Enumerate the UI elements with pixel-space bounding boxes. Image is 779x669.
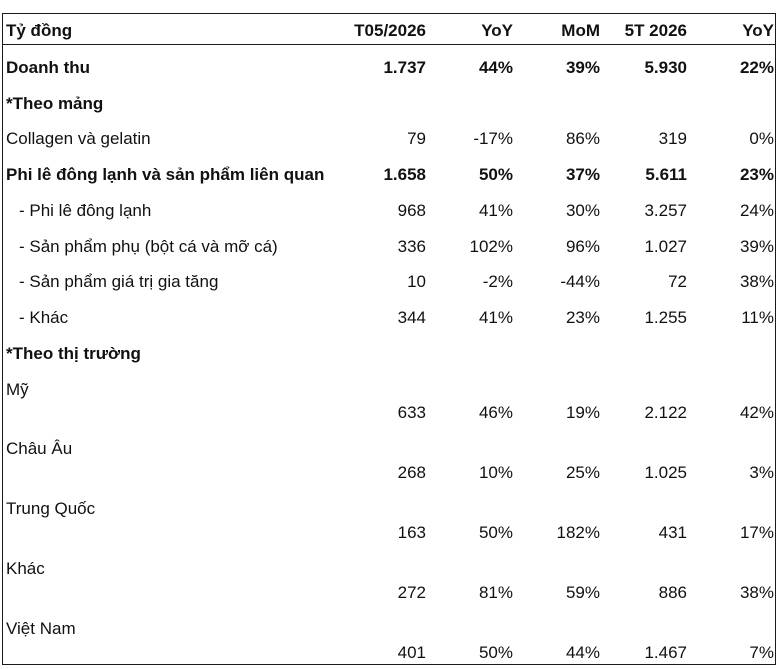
cell-vietnam-yoy-ytd: 7% — [749, 643, 774, 662]
cell-value-added-yoy-ytd: 38% — [739, 272, 774, 291]
cell-revenue-mom: 39% — [565, 58, 600, 77]
row-label-china: Trung Quốc — [6, 499, 96, 518]
cell-frozen-fillet-yoy: 41% — [478, 201, 513, 220]
cell-other-market-yoy-ytd: 38% — [739, 583, 774, 602]
cell-byproducts-t05: 336 — [397, 237, 426, 256]
cell-vietnam-mom: 44% — [565, 643, 600, 662]
cell-fillet-group-yoy: 50% — [478, 165, 513, 184]
cell-other-market-5t: 886 — [658, 583, 687, 602]
header-unit: Tỷ đồng — [6, 21, 73, 40]
cell-frozen-fillet-mom: 30% — [565, 201, 600, 220]
cell-frozen-fillet-t05: 968 — [397, 201, 426, 220]
table-frame — [2, 13, 776, 665]
section-by-market: *Theo thị trường — [6, 344, 141, 363]
cell-europe-yoy-ytd: 3% — [749, 463, 774, 482]
cell-value-added-t05: 10 — [407, 272, 426, 291]
header-5t-2026: 5T 2026 — [624, 21, 687, 40]
cell-value-added-yoy: -2% — [482, 272, 513, 291]
cell-revenue-yoy-ytd: 22% — [739, 58, 774, 77]
cell-collagen-yoy: -17% — [473, 129, 513, 148]
cell-fillet-group-yoy-ytd: 23% — [739, 165, 774, 184]
cell-byproducts-yoy-ytd: 39% — [739, 237, 774, 256]
cell-other-segment-t05: 344 — [397, 308, 426, 327]
cell-usa-yoy-ytd: 42% — [739, 403, 774, 422]
row-label-vietnam: Việt Nam — [6, 619, 76, 638]
cell-fillet-group-5t: 5.611 — [645, 165, 687, 184]
row-label-other-market: Khác — [6, 559, 45, 578]
cell-china-5t: 431 — [658, 523, 687, 542]
cell-china-yoy-ytd: 17% — [739, 523, 774, 542]
cell-collagen-t05: 79 — [407, 129, 426, 148]
cell-other-segment-yoy-ytd: 11% — [741, 308, 774, 327]
header-yoy-ytd: YoY — [742, 21, 774, 40]
cell-other-market-yoy: 81% — [478, 583, 513, 602]
cell-byproducts-mom: 96% — [565, 237, 600, 256]
row-label-revenue: Doanh thu — [6, 58, 91, 77]
cell-value-added-mom: -44% — [560, 272, 600, 291]
cell-usa-5t: 2.122 — [644, 403, 687, 422]
cell-china-t05: 163 — [397, 523, 426, 542]
cell-other-segment-mom: 23% — [565, 308, 600, 327]
header-t05-2026: T05/2026 — [354, 21, 426, 40]
row-label-frozen-fillet: - Phi lê đông lạnh — [19, 201, 152, 220]
cell-revenue-t05: 1.737 — [383, 58, 426, 77]
row-label-usa: Mỹ — [6, 380, 29, 399]
row-label-value-added: - Sản phẩm giá trị gia tăng — [19, 272, 219, 291]
cell-other-market-t05: 272 — [397, 583, 426, 602]
cell-europe-yoy: 10% — [478, 463, 513, 482]
row-label-byproducts: - Sản phẩm phụ (bột cá và mỡ cá) — [19, 237, 278, 256]
cell-china-mom: 182% — [556, 523, 600, 542]
cell-fillet-group-mom: 37% — [565, 165, 600, 184]
cell-usa-t05: 633 — [397, 403, 426, 422]
cell-byproducts-5t: 1.027 — [644, 237, 687, 256]
header-yoy-month: YoY — [481, 21, 513, 40]
cell-collagen-yoy-ytd: 0% — [749, 129, 774, 148]
table-header — [2, 13, 776, 45]
cell-vietnam-t05: 401 — [397, 643, 426, 662]
section-by-segment: *Theo mảng — [6, 94, 104, 113]
row-label-europe: Châu Âu — [6, 439, 73, 458]
row-label-other-segment: - Khác — [19, 308, 69, 327]
cell-frozen-fillet-yoy-ytd: 24% — [739, 201, 774, 220]
cell-revenue-5t: 5.930 — [644, 58, 687, 77]
cell-value-added-5t: 72 — [668, 272, 687, 291]
cell-china-yoy: 50% — [478, 523, 513, 542]
cell-usa-yoy: 46% — [478, 403, 513, 422]
row-label-collagen: Collagen và gelatin — [6, 129, 151, 148]
cell-other-segment-yoy: 41% — [478, 308, 513, 327]
cell-europe-5t: 1.025 — [644, 463, 687, 482]
cell-revenue-yoy: 44% — [478, 58, 513, 77]
cell-usa-mom: 19% — [565, 403, 600, 422]
cell-collagen-5t: 319 — [658, 129, 687, 148]
cell-frozen-fillet-5t: 3.257 — [644, 201, 687, 220]
cell-byproducts-yoy: 102% — [469, 237, 513, 256]
header-mom: MoM — [561, 21, 600, 40]
cell-vietnam-yoy: 50% — [478, 643, 513, 662]
cell-other-segment-5t: 1.255 — [644, 308, 687, 327]
cell-fillet-group-t05: 1.658 — [383, 165, 426, 184]
cell-other-market-mom: 59% — [565, 583, 600, 602]
cell-vietnam-5t: 1.467 — [644, 643, 687, 662]
cell-europe-mom: 25% — [565, 463, 600, 482]
cell-collagen-mom: 86% — [565, 129, 600, 148]
row-label-fillet-group: Phi lê đông lạnh và sản phẩm liên quan — [6, 165, 325, 184]
cell-europe-t05: 268 — [397, 463, 426, 482]
